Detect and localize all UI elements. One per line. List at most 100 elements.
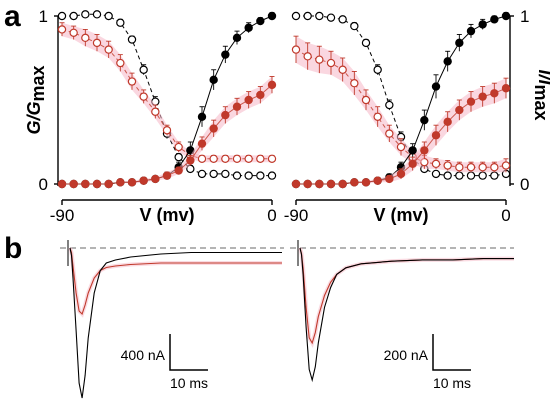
a-right-data-point	[431, 82, 441, 91]
a-left-data-point	[127, 77, 137, 86]
b-left-red-trace-shade	[68, 247, 282, 318]
b-left-red-trace	[69, 247, 282, 316]
a-left-data-point	[174, 166, 183, 175]
a-left-data-point	[197, 154, 207, 163]
a-left-data-point	[104, 179, 113, 189]
a-left-data-point	[232, 171, 242, 180]
a-left-data-point	[69, 28, 78, 37]
a-right-y-tick-label: 1	[520, 7, 529, 26]
a-left-data-point	[139, 92, 148, 101]
a-right-data-point	[455, 105, 464, 115]
a-right-data-point	[443, 57, 452, 66]
scale-left-time: 10 ms	[170, 375, 208, 391]
a-left-data-point	[127, 178, 137, 187]
a-left-data-point	[197, 169, 207, 179]
plot-a-right: -90 00 1 V (mv)	[284, 7, 530, 225]
panel-b-letter: b	[4, 232, 22, 265]
a-right-data-point	[338, 15, 347, 24]
a-left-data-point	[162, 126, 172, 135]
a-right-data-point	[420, 115, 429, 125]
a-right-x-tick-label: -90	[284, 206, 309, 225]
a-right-data-point	[373, 112, 382, 122]
a-left-y-tick-label: 1	[39, 7, 48, 26]
a-right-y-tick-label: 0	[520, 175, 529, 194]
scale-bar-right-lines	[432, 334, 471, 371]
a-left-data-point	[127, 35, 137, 44]
a-left-data-point	[256, 154, 265, 163]
a-right-data-point	[385, 129, 394, 138]
a-right-x-axis-title: V (mv)	[373, 205, 428, 225]
a-left-data-point	[92, 10, 102, 19]
a-left-data-point	[139, 176, 148, 185]
scale-right-time: 10 ms	[433, 375, 471, 391]
a-right-data-point	[326, 179, 336, 189]
svg-text:I/Imax: I/Imax	[531, 69, 550, 120]
a-right-data-point	[431, 159, 441, 169]
scale-bar-left-lines	[169, 334, 208, 371]
a-left-data-point	[244, 95, 253, 105]
a-left-data-point	[92, 38, 102, 48]
a-right-data-point	[303, 52, 312, 61]
a-right-data-point	[291, 45, 301, 54]
a-right-data-point	[443, 117, 452, 127]
a-left-data-point	[104, 45, 113, 54]
a-left-data-point	[221, 110, 230, 120]
a-left-data-point	[116, 178, 125, 187]
left-ylabel-main: G/G	[24, 102, 44, 135]
a-right-data-point	[291, 179, 301, 189]
a-right-data-point	[501, 161, 511, 170]
a-right-data-point	[291, 11, 301, 21]
a-left-data-point	[81, 179, 90, 189]
b-left-black-trace	[69, 247, 282, 399]
a-left-data-point	[221, 154, 230, 163]
right-y-axis-title: I/Imax	[531, 69, 550, 120]
b-right-red-trace-shade	[298, 247, 514, 349]
a-left-y-tick-label: 0	[39, 175, 48, 194]
a-right-data-point	[385, 100, 394, 110]
a-left-data-point	[151, 174, 160, 184]
a-right-data-point	[408, 146, 417, 155]
a-left-data-point	[81, 33, 90, 43]
b-right-black-trace	[299, 247, 514, 383]
svg-text:G/Gmax: G/Gmax	[24, 65, 48, 134]
a-right-error-shade	[296, 36, 506, 173]
a-left-data-point	[57, 25, 67, 34]
a-left-data-point	[197, 139, 207, 148]
a-right-data-point	[361, 95, 371, 105]
left-ylabel-sub: max	[28, 65, 48, 101]
a-right-data-point	[315, 179, 324, 189]
a-left-data-point	[267, 80, 277, 90]
a-right-data-point	[490, 171, 499, 180]
a-right-data-point	[326, 13, 336, 22]
a-right-data-point	[326, 58, 336, 68]
a-right-data-point	[466, 162, 476, 172]
a-right-data-point	[455, 171, 464, 180]
panel-a-letter: a	[4, 0, 21, 33]
a-left-data-point	[57, 11, 67, 21]
scale-right-current: 200 nA	[384, 347, 429, 363]
a-right-data-point	[303, 11, 312, 21]
a-right-data-point	[338, 65, 347, 74]
plot-b-left	[60, 240, 284, 399]
a-right-data-point	[408, 159, 417, 169]
a-left-data-point	[267, 154, 277, 163]
a-left-data-point	[209, 154, 218, 163]
a-left-data-point	[209, 75, 218, 85]
scale-left-current: 400 nA	[121, 347, 166, 363]
a-left-data-point	[232, 102, 242, 111]
a-right-data-point	[373, 65, 382, 74]
a-right-data-point	[478, 92, 487, 101]
a-left-data-point	[116, 58, 125, 68]
a-left-x-axis-title: V (mv)	[139, 205, 194, 225]
a-left-data-point	[256, 90, 265, 100]
a-right-data-point	[373, 176, 382, 185]
a-left-data-point	[69, 11, 78, 21]
a-right-data-point	[431, 131, 441, 140]
a-right-data-point	[303, 179, 312, 189]
left-y-axis-title: G/Gmax	[24, 65, 48, 134]
a-left-data-point	[267, 171, 277, 180]
a-right-data-point	[490, 15, 499, 24]
a-left-data-point	[256, 16, 265, 26]
a-right-data-point	[361, 38, 371, 48]
